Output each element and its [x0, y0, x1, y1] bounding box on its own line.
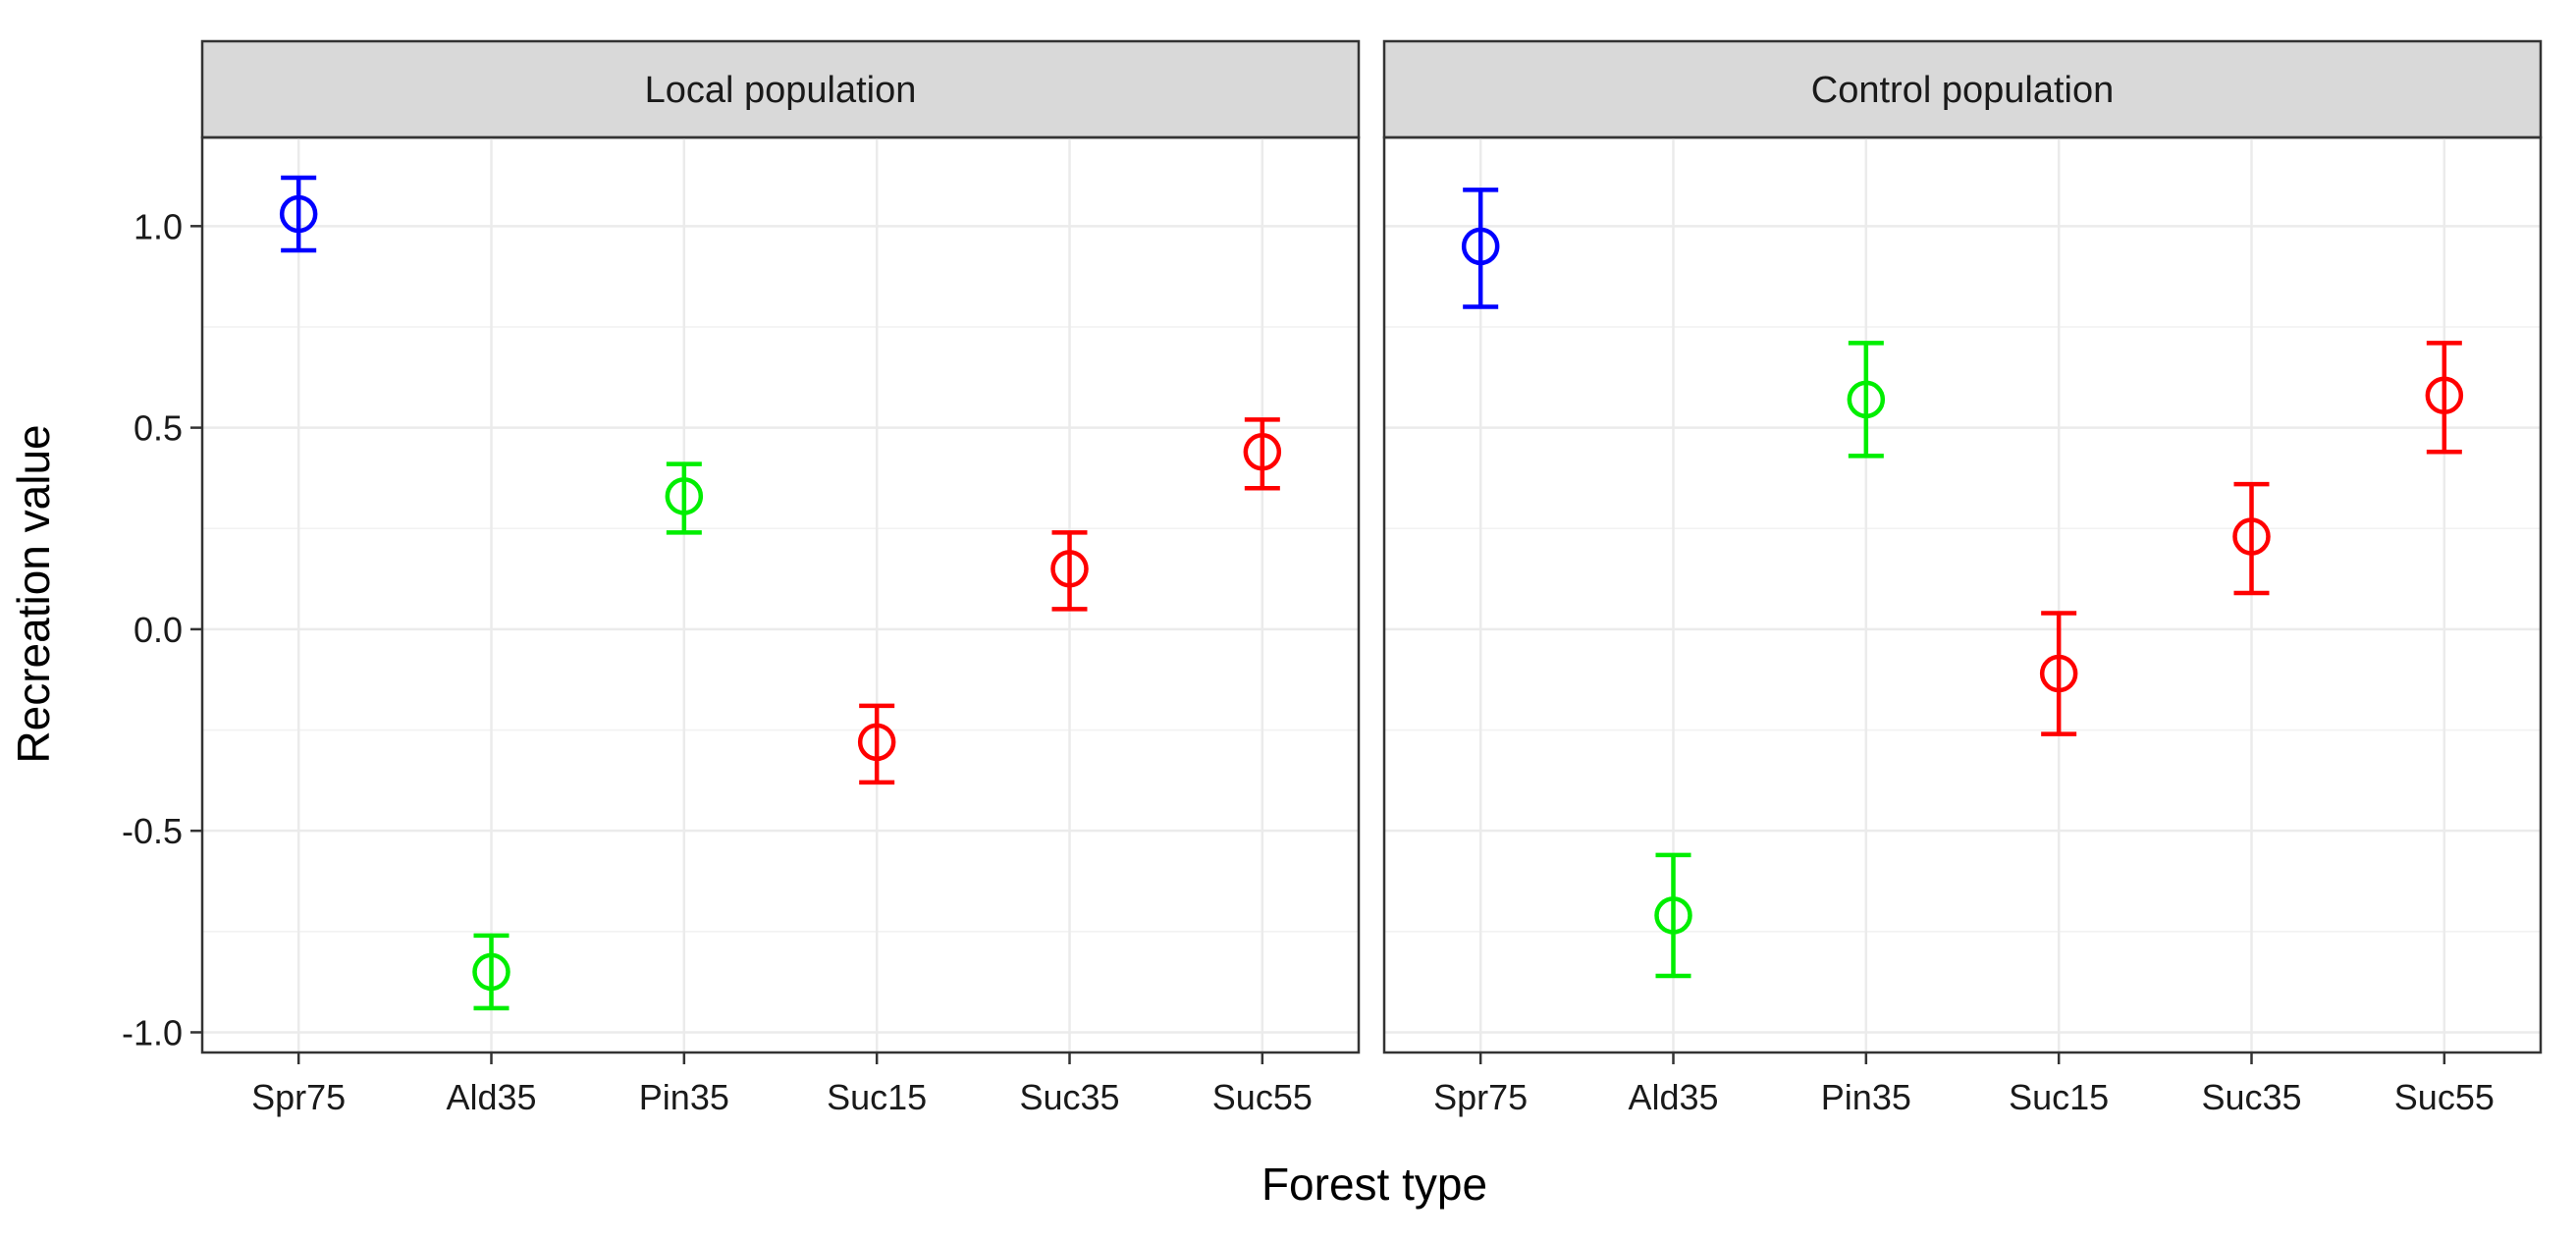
point-suc15	[2039, 654, 2078, 693]
panel-control-population: Control population Spr75 Ald35 Pin35 Suc15 Su…	[1382, 39, 2543, 1117]
errorbar-ald35	[1655, 852, 1691, 979]
errorbar-suc55	[2426, 341, 2462, 455]
point-suc15	[857, 723, 896, 762]
facet-strip	[1382, 39, 2543, 139]
facet-strip-title: Local population	[645, 70, 917, 111]
panel-border	[1382, 135, 2543, 1054]
point-pin35	[1847, 380, 1886, 419]
x-tick-label: Pin35	[639, 1077, 729, 1117]
x-axis-title: Forest type	[1261, 1159, 1487, 1210]
y-axis: -1.0 -0.5 0.0 0.5 1.0	[122, 206, 202, 1052]
errorbar-pin35	[666, 461, 702, 535]
errorbar-ald35	[473, 933, 510, 1011]
errorbar-suc15	[859, 703, 895, 785]
point-ald35	[1654, 896, 1692, 935]
errorbar-spr75	[281, 175, 317, 253]
point-suc55	[1243, 432, 1282, 471]
x-tick-label: Suc15	[2009, 1077, 2109, 1117]
x-tick-label: Spr75	[1433, 1077, 1528, 1117]
x-tick-label: Ald35	[1628, 1077, 1718, 1117]
x-tick-label: Suc35	[2201, 1077, 2301, 1117]
errorbar-suc35	[1051, 530, 1088, 612]
point-spr75	[1461, 227, 1500, 266]
point-spr75	[279, 194, 318, 234]
point-ald35	[472, 952, 510, 992]
facet-strip	[200, 39, 1361, 139]
errorbar-suc15	[2041, 611, 2077, 736]
x-tick-label: Ald35	[446, 1077, 536, 1117]
y-tick-label: 0.0	[134, 610, 183, 650]
panel-local-population: Local population Spr75 Ald35 Pin35 Suc15 Suc3…	[200, 39, 1361, 1117]
x-tick-label: Suc55	[2394, 1077, 2495, 1117]
point-suc35	[2232, 517, 2271, 556]
panel-border	[200, 135, 1361, 1054]
y-tick-label: 1.0	[134, 206, 183, 246]
y-tick-label: 0.5	[134, 408, 183, 449]
y-tick-label: -0.5	[122, 811, 183, 851]
y-tick-label: -1.0	[122, 1012, 183, 1052]
errorbar-pin35	[1848, 341, 1884, 459]
x-tick-label: Suc15	[827, 1077, 927, 1117]
x-tick-label: Suc35	[1019, 1077, 1119, 1117]
x-tick-label: Pin35	[1821, 1077, 1911, 1117]
errorbar-suc55	[1244, 417, 1280, 491]
point-suc55	[2425, 376, 2464, 415]
errorbar-suc35	[2233, 481, 2270, 596]
x-tick-label: Spr75	[251, 1077, 346, 1117]
errorbar-spr75	[1463, 188, 1499, 309]
facet-strip-title: Control population	[1811, 70, 2114, 111]
x-tick-label: Suc55	[1212, 1077, 1313, 1117]
point-pin35	[665, 477, 704, 515]
point-suc35	[1050, 550, 1089, 588]
y-axis-title: Recreation value	[8, 424, 59, 763]
